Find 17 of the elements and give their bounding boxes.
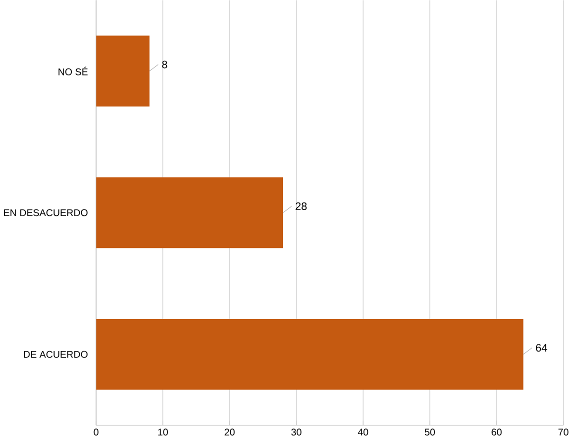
bar — [96, 319, 524, 390]
y-tick-label: NO SÉ — [58, 66, 88, 76]
x-tick-label: 0 — [94, 428, 98, 436]
data-label: 64 — [536, 344, 548, 352]
bar — [96, 36, 150, 107]
data-label: 8 — [162, 60, 168, 68]
x-tick-label: 70 — [558, 428, 568, 436]
x-tick-label: 10 — [158, 428, 168, 436]
x-tick-label: 20 — [224, 428, 235, 436]
bar — [96, 177, 284, 248]
y-tick-label: EN DESACUERDO — [4, 209, 88, 216]
x-tick-label: 40 — [358, 428, 368, 436]
x-tick-label: 50 — [424, 428, 435, 436]
x-tick-label: 30 — [291, 428, 302, 436]
x-tick-label: 60 — [492, 428, 502, 436]
data-label: 28 — [296, 202, 307, 210]
y-tick-label: DE ACUERDO — [24, 351, 88, 358]
